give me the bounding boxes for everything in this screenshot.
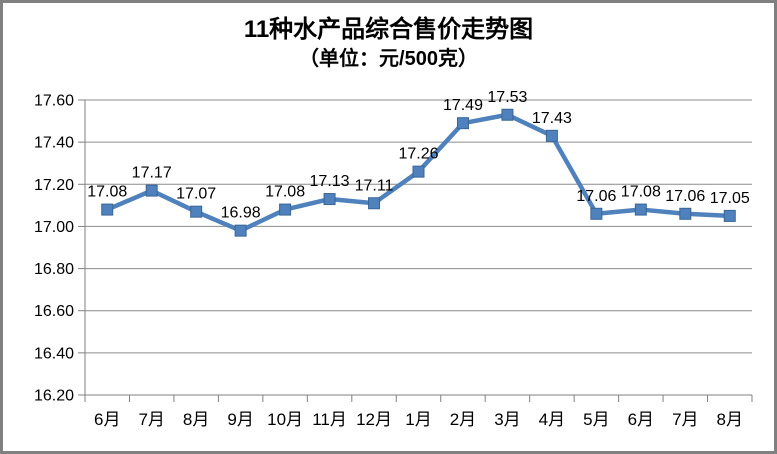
y-tick-label: 17.00	[34, 219, 74, 236]
data-point-marker	[279, 203, 292, 216]
x-tick-label: 4月	[539, 410, 565, 429]
x-tick-label: 7月	[672, 410, 698, 429]
data-point-marker	[145, 184, 158, 197]
data-point-marker	[190, 205, 203, 218]
data-point-label: 17.05	[710, 190, 750, 207]
y-tick-label: 16.40	[34, 345, 74, 362]
x-tick-label: 10月	[267, 410, 303, 429]
x-tick-label: 1月	[405, 410, 431, 429]
x-tick-label: 6月	[628, 410, 654, 429]
data-point-marker	[368, 197, 381, 210]
data-point-marker	[501, 108, 514, 121]
data-point-marker	[323, 193, 336, 206]
y-tick-label: 16.60	[34, 303, 74, 320]
data-point-label: 17.43	[532, 110, 572, 127]
data-point-marker	[723, 209, 736, 222]
data-point-label: 17.13	[310, 173, 350, 190]
data-point-marker	[634, 203, 647, 216]
data-point-label: 17.06	[665, 188, 705, 205]
data-point-marker	[679, 207, 692, 220]
data-point-label: 17.07	[176, 186, 216, 203]
data-point-label: 17.06	[576, 188, 616, 205]
y-tick-label: 17.60	[34, 93, 74, 110]
data-point-label: 17.53	[487, 89, 527, 106]
data-point-label: 17.08	[621, 184, 661, 201]
data-point-marker	[456, 117, 469, 130]
x-tick-label: 7月	[138, 410, 164, 429]
data-point-label: 16.98	[221, 205, 261, 222]
y-tick-label: 17.20	[34, 177, 74, 194]
chart-title: 11种水产品综合售价走势图	[243, 16, 534, 43]
data-point-marker	[545, 129, 558, 142]
x-tick-label: 5月	[583, 410, 609, 429]
x-tick-label: 8月	[717, 410, 743, 429]
y-tick-label: 16.80	[34, 261, 74, 278]
data-point-marker	[590, 207, 603, 220]
x-tick-label: 8月	[183, 410, 209, 429]
x-tick-label: 2月	[450, 410, 476, 429]
y-tick-label: 16.20	[34, 388, 74, 405]
x-tick-label: 9月	[227, 410, 253, 429]
y-tick-label: 17.40	[34, 135, 74, 152]
data-point-label: 17.17	[132, 165, 172, 182]
data-point-marker	[234, 224, 247, 237]
data-point-marker	[412, 165, 425, 178]
data-point-marker	[101, 203, 114, 216]
data-point-label: 17.11	[355, 177, 394, 194]
x-tick-label: 11月	[312, 410, 347, 429]
x-tick-label: 6月	[94, 410, 120, 429]
chart-canvas: 16.20 16.40 16.60 16.80 17.00 17.20 17.40 17.60…	[34, 89, 753, 429]
data-point-label: 17.08	[265, 184, 305, 201]
data-point-label: 17.26	[398, 146, 438, 163]
data-point-label: 17.08	[87, 184, 127, 201]
x-tick-label: 3月	[494, 410, 520, 429]
x-tick-label: 12月	[356, 410, 392, 429]
data-point-label: 17.49	[443, 97, 483, 114]
chart-subtitle: （单位：元/500克）	[299, 48, 478, 70]
